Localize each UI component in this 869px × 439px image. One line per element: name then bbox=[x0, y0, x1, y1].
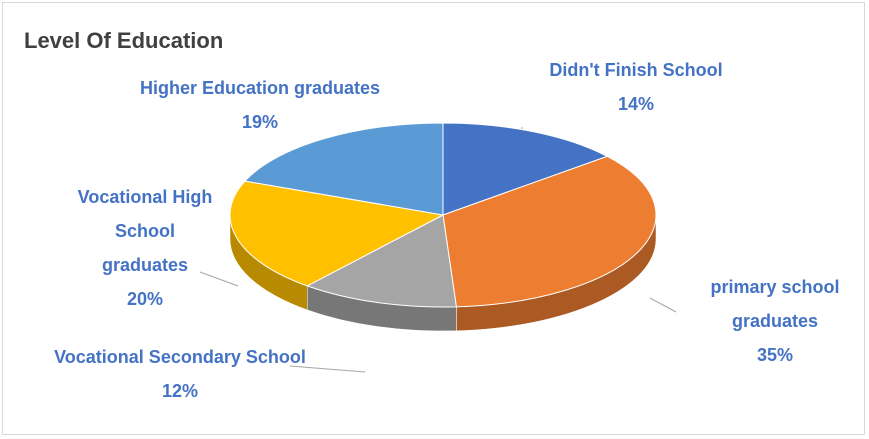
label-category: Didn't Finish School bbox=[549, 60, 723, 80]
leader-line bbox=[649, 297, 677, 313]
label-value: 14% bbox=[617, 94, 655, 114]
label-category: Vocational Secondary School bbox=[54, 347, 306, 367]
slice bbox=[442, 122, 609, 216]
data-label: Higher Education graduates 19% bbox=[100, 71, 420, 139]
label-category: Higher Education graduates bbox=[139, 78, 381, 98]
slice bbox=[442, 155, 657, 308]
chart-border bbox=[2, 2, 865, 435]
label-value: 19% bbox=[241, 112, 279, 132]
leader-line bbox=[289, 365, 366, 373]
label-category: primary school graduates bbox=[710, 277, 840, 331]
leader-line bbox=[199, 271, 239, 287]
data-label: Didn't Finish School 14% bbox=[516, 53, 756, 121]
slice bbox=[229, 180, 445, 287]
chart-title: Level Of Education bbox=[24, 28, 224, 53]
data-label: Vocational High School graduates 20% bbox=[70, 180, 220, 316]
data-label: primary school graduates 35% bbox=[680, 270, 869, 372]
label-value: 35% bbox=[756, 345, 794, 365]
label-value: 12% bbox=[161, 381, 199, 401]
pie-tops bbox=[229, 122, 657, 308]
label-value: 20% bbox=[126, 289, 164, 309]
label-category: Vocational High School graduates bbox=[77, 187, 213, 275]
slice bbox=[305, 214, 457, 308]
slice bbox=[243, 122, 444, 216]
data-label: Vocational Secondary School 12% bbox=[40, 340, 320, 408]
